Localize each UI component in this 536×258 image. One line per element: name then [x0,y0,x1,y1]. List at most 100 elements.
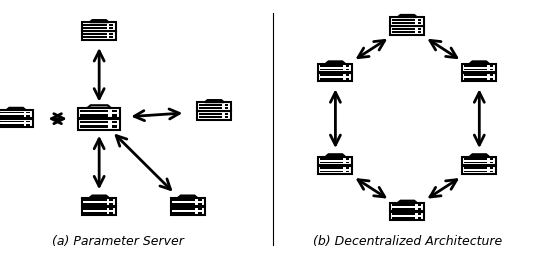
Bar [346,171,349,172]
Bar [489,78,493,79]
Bar [172,212,195,214]
Bar [80,125,108,128]
Bar [346,78,349,79]
Bar [489,162,493,163]
Bar [26,124,30,126]
Bar [82,207,116,215]
Bar [319,167,343,169]
Bar [418,31,421,33]
Bar [84,24,107,26]
Bar [84,208,107,210]
Bar [346,167,349,169]
Bar [0,110,33,118]
Bar [319,74,343,76]
Bar [170,198,205,206]
Bar [84,199,107,201]
Bar [1,120,24,123]
Bar [464,65,487,67]
Bar [109,36,113,38]
Bar [318,64,353,72]
Bar [109,203,113,205]
Bar [109,199,113,201]
Bar [1,124,24,126]
Bar [198,212,202,214]
Bar [172,203,195,205]
Bar [464,162,487,163]
Bar [319,69,343,70]
Bar [462,166,496,174]
Bar [392,19,415,21]
Bar [319,171,343,172]
Bar [112,121,116,123]
Polygon shape [398,201,417,203]
Bar [392,213,415,215]
Bar [80,114,108,117]
Bar [318,157,353,165]
Bar [26,112,30,114]
Bar [392,208,415,210]
Bar [489,65,493,67]
Bar [418,28,421,30]
Bar [84,27,107,29]
Polygon shape [398,15,417,17]
Bar [464,171,487,172]
Polygon shape [205,100,224,102]
Bar [198,203,202,205]
Text: (a) Parameter Server: (a) Parameter Server [52,235,184,248]
Bar [198,208,202,210]
Bar [26,120,30,123]
Polygon shape [326,154,345,156]
Bar [78,108,120,118]
Bar [392,217,415,219]
Polygon shape [326,61,345,63]
Bar [418,213,421,215]
Bar [112,114,116,117]
Polygon shape [470,61,489,63]
Bar [82,198,116,206]
Bar [78,119,120,130]
Bar [489,167,493,169]
Bar [109,24,113,26]
Bar [464,69,487,70]
Bar [112,110,116,112]
Bar [80,121,108,123]
Bar [84,36,107,38]
Bar [109,208,113,210]
Bar [418,22,421,24]
Polygon shape [6,108,26,110]
Bar [197,102,232,111]
Bar [346,65,349,67]
Bar [225,113,228,115]
Bar [319,162,343,163]
Bar [390,203,425,211]
Bar [464,74,487,76]
Bar [418,208,421,210]
Bar [489,158,493,160]
Bar [0,119,33,127]
Polygon shape [178,196,197,198]
Polygon shape [87,105,111,108]
Bar [489,74,493,76]
Bar [346,158,349,160]
Bar [82,31,116,40]
Bar [462,157,496,165]
Bar [319,78,343,79]
Bar [390,212,425,220]
Polygon shape [470,154,489,156]
Bar [489,69,493,70]
Bar [346,69,349,70]
Bar [489,171,493,172]
Bar [418,205,421,206]
Bar [464,158,487,160]
Bar [109,212,113,214]
Bar [225,104,228,106]
Bar [80,110,108,112]
Bar [112,125,116,128]
Bar [319,158,343,160]
Bar [199,104,222,106]
Bar [26,115,30,117]
Bar [464,78,487,79]
Bar [346,162,349,163]
Bar [109,33,113,35]
Bar [225,116,228,118]
